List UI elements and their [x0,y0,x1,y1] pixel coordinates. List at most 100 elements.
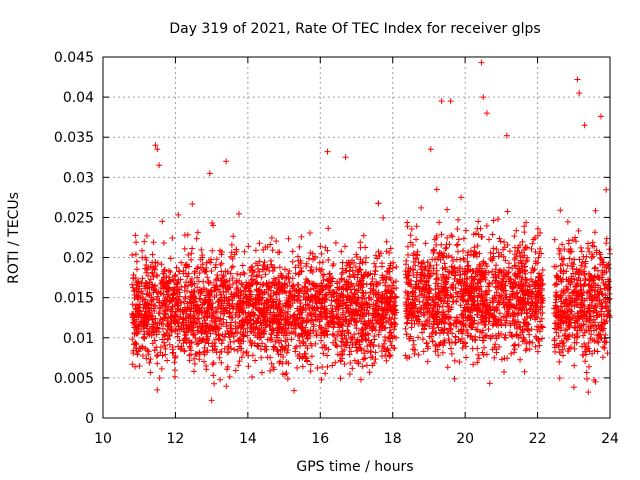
data-point [449,233,456,240]
data-point [324,363,331,370]
data-point [271,344,278,351]
data-point [530,236,537,243]
data-point [375,331,382,338]
data-point [371,336,378,343]
data-point [452,339,459,346]
data-point [576,90,583,97]
data-point [301,290,308,297]
data-point [423,340,430,347]
data-point [129,281,136,288]
data-point [288,321,295,328]
data-point [413,236,420,243]
y-tick-label: 0.03 [63,170,94,186]
data-point [150,328,157,335]
data-point [211,293,218,300]
data-point [403,320,410,327]
data-point [210,372,217,379]
data-point [460,255,467,262]
data-point [237,271,244,278]
data-point [288,336,295,343]
data-point [203,363,210,370]
data-point [552,299,559,306]
data-point [271,265,278,272]
data-point [360,232,367,239]
data-point [282,343,289,350]
data-point [324,247,331,254]
data-point [408,324,415,331]
data-points [129,59,613,404]
data-point [565,237,572,244]
data-point [327,321,334,328]
data-point [190,368,197,375]
data-point [508,350,515,357]
data-point [349,267,356,274]
data-point [475,320,482,327]
data-point [447,98,454,105]
data-point [529,240,536,247]
data-point [286,268,293,275]
data-point [341,361,348,368]
data-point [453,242,460,249]
data-point [556,358,563,365]
data-point [557,207,564,214]
data-point [298,233,305,240]
data-point [371,271,378,278]
data-point [391,345,398,352]
data-point [194,264,201,271]
data-point [551,236,558,243]
data-point [263,343,270,350]
data-point [279,344,286,351]
data-point [583,376,590,383]
data-point [176,326,183,333]
x-tick-label: 12 [167,431,185,447]
data-point [312,291,319,298]
data-point [452,333,459,340]
data-point [256,268,263,275]
data-point [143,256,150,263]
data-point [314,282,321,289]
data-point [404,219,411,226]
data-point [493,349,500,356]
data-point [256,325,263,332]
data-point [217,291,224,298]
data-point [308,310,315,317]
data-point [355,294,362,301]
y-axis-label: ROTI / TECUs [6,192,22,284]
data-point [195,340,202,347]
data-point [219,337,226,344]
data-point [245,363,252,370]
data-point [597,113,604,120]
data-point [270,304,277,311]
data-point [309,250,316,257]
data-point [129,251,136,258]
data-point [176,293,183,300]
data-point [501,239,508,246]
data-point [405,251,412,258]
data-point [141,328,148,335]
data-point [242,291,249,298]
data-point [189,245,196,252]
data-point [226,373,233,380]
x-tick-label: 20 [456,431,474,447]
data-point [309,269,316,276]
data-point [172,273,179,280]
data-point [474,225,481,232]
data-point [234,330,241,337]
data-point [594,348,601,355]
data-point [191,360,198,367]
data-point [212,285,219,292]
data-point [346,273,353,280]
data-point [185,282,192,289]
data-point [418,204,425,211]
data-point [583,369,590,376]
data-point [603,235,610,242]
chart-title: Day 319 of 2021, Rate Of TEC Index for r… [169,21,540,37]
data-point [234,313,241,320]
data-point [518,310,525,317]
data-point [480,94,487,101]
data-point [165,314,172,321]
data-point [551,320,558,327]
data-point [366,369,373,376]
data-point [438,231,445,238]
data-point [318,250,325,257]
